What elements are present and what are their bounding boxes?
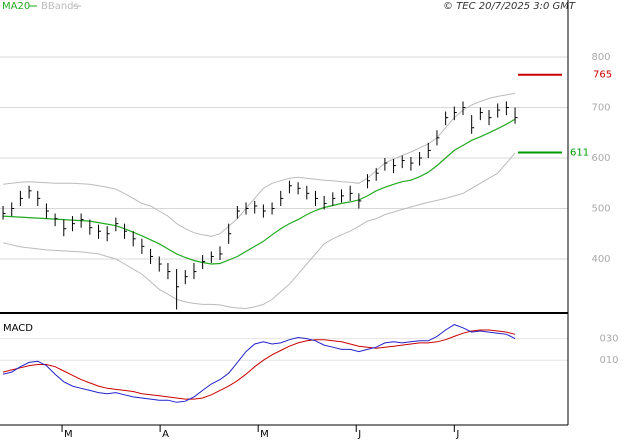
macd-tick-label: 030 <box>599 334 618 345</box>
x-tick-label: M <box>64 429 73 440</box>
ma-line <box>2 118 516 265</box>
macd-line <box>2 324 516 403</box>
x-tick-label: M <box>260 429 269 440</box>
y-tick-label: 400 <box>591 254 610 265</box>
y-tick-label: 700 <box>591 103 610 114</box>
x-tick-label: A <box>162 429 169 440</box>
bband-upper <box>2 92 516 237</box>
macd-tick-label: 010 <box>599 355 618 366</box>
y-tick-label: 600 <box>591 153 610 164</box>
x-tick-label: J <box>455 429 459 440</box>
macd-title: MACD <box>3 323 33 334</box>
y-tick-label: 800 <box>591 52 610 63</box>
legend-bbands: BBands <box>41 1 79 12</box>
copyright: © TEC 20/7/2025 3:0 GMT <box>443 1 576 12</box>
bband-lower <box>2 152 516 310</box>
macd-signal <box>2 329 516 400</box>
level-label: 765 <box>593 70 612 81</box>
y-tick-label: 500 <box>591 203 610 214</box>
legend-ma: MA20 <box>2 1 30 12</box>
x-tick-label: J <box>357 429 361 440</box>
level-label: 611 <box>570 147 589 158</box>
